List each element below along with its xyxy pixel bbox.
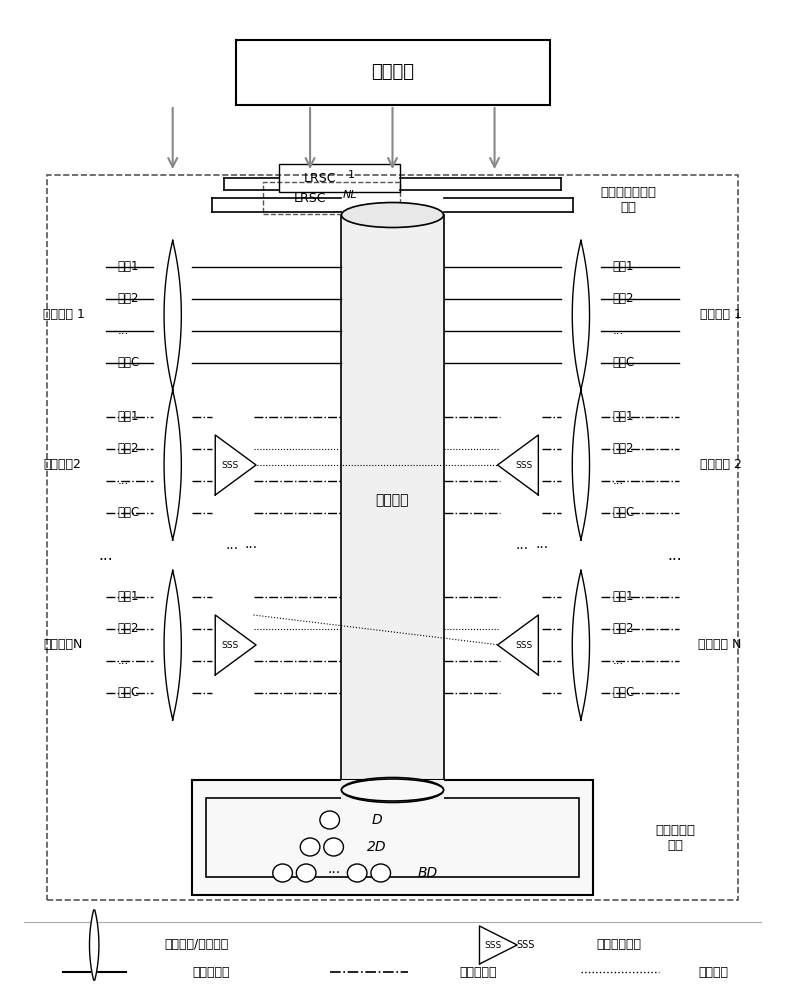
Text: 纤芯C: 纤芯C: [118, 686, 140, 700]
Ellipse shape: [371, 864, 390, 882]
Text: 纤芯C: 纤芯C: [612, 506, 634, 519]
Ellipse shape: [347, 864, 367, 882]
Text: 输出端口 N: 输出端口 N: [699, 639, 742, 652]
Text: 纤芯2: 纤芯2: [118, 292, 139, 305]
Text: D: D: [371, 813, 382, 827]
Polygon shape: [572, 570, 590, 720]
Text: SSS: SSS: [517, 940, 535, 950]
Text: 整光纤交换: 整光纤交换: [192, 966, 230, 978]
Text: ...: ...: [668, 548, 682, 562]
Text: ...: ...: [535, 537, 548, 551]
Text: ...: ...: [118, 655, 129, 668]
Text: 交换单元: 交换单元: [376, 493, 409, 507]
Text: 纤芯1: 纤芯1: [612, 410, 633, 423]
Ellipse shape: [341, 778, 444, 802]
Text: LRSC: LRSC: [304, 172, 337, 184]
Text: SSS: SSS: [484, 940, 502, 950]
Text: ...: ...: [118, 475, 129, 488]
Polygon shape: [164, 390, 181, 540]
Ellipse shape: [341, 202, 444, 228]
Text: 纤芯C: 纤芯C: [612, 686, 634, 700]
Text: 纤芯C: 纤芯C: [118, 357, 140, 369]
Text: 输出端口 1: 输出端口 1: [700, 308, 742, 322]
Polygon shape: [480, 926, 517, 964]
Ellipse shape: [272, 864, 292, 882]
Polygon shape: [215, 435, 256, 495]
Bar: [192, 780, 593, 895]
Ellipse shape: [297, 864, 316, 882]
Text: 频谱选择开关: 频谱选择开关: [597, 938, 641, 952]
Text: ...: ...: [516, 538, 528, 552]
Bar: [341, 215, 444, 790]
Text: 有限频谱转换器
模块: 有限频谱转换器 模块: [600, 186, 656, 214]
Polygon shape: [498, 435, 539, 495]
Text: 纤芯2: 纤芯2: [118, 442, 139, 456]
Text: SSS: SSS: [516, 641, 533, 650]
Text: SSS: SSS: [221, 641, 238, 650]
Text: 纤芯1: 纤芯1: [118, 260, 139, 273]
Text: 纤芯C: 纤芯C: [118, 506, 140, 519]
Text: SSS: SSS: [221, 460, 238, 470]
Text: 输入端口 1: 输入端口 1: [43, 308, 85, 322]
Text: NL: NL: [343, 190, 358, 200]
Text: 2D: 2D: [367, 840, 386, 854]
Ellipse shape: [320, 811, 339, 829]
Text: 输出端口 2: 输出端口 2: [700, 458, 742, 472]
Text: 光纤延迟线
模块: 光纤延迟线 模块: [655, 824, 695, 852]
Text: LRSC: LRSC: [294, 192, 327, 205]
Text: 纤芯2: 纤芯2: [612, 292, 633, 305]
Bar: [341, 780, 444, 800]
Text: ...: ...: [612, 655, 623, 668]
Text: 纤芯2: 纤芯2: [612, 622, 633, 636]
Text: ...: ...: [225, 538, 238, 552]
Text: ...: ...: [118, 324, 129, 338]
Text: ...: ...: [327, 862, 340, 876]
Polygon shape: [572, 390, 590, 540]
Text: 输入端口2: 输入端口2: [43, 458, 81, 472]
Ellipse shape: [341, 779, 444, 801]
Polygon shape: [164, 240, 181, 390]
Bar: [279, 164, 400, 192]
Ellipse shape: [323, 838, 344, 856]
Polygon shape: [498, 615, 539, 675]
Text: 输入端口N: 输入端口N: [43, 639, 82, 652]
Text: 空分复用/解复用器: 空分复用/解复用器: [165, 938, 229, 952]
Polygon shape: [89, 910, 99, 980]
Text: BD: BD: [418, 866, 438, 880]
Text: 频谱交换: 频谱交换: [699, 966, 728, 978]
Bar: [47, 175, 738, 900]
Bar: [263, 182, 400, 214]
Text: 1: 1: [348, 170, 355, 180]
Text: ...: ...: [612, 324, 623, 338]
Ellipse shape: [300, 838, 320, 856]
Bar: [206, 798, 579, 877]
Text: ...: ...: [331, 202, 344, 215]
Text: 控制模块: 控制模块: [371, 64, 414, 82]
Polygon shape: [164, 570, 181, 720]
Polygon shape: [572, 240, 590, 390]
Text: 纤芯1: 纤芯1: [612, 590, 633, 604]
Bar: [236, 40, 550, 105]
Text: ...: ...: [245, 537, 257, 551]
Text: 整纤芯交换: 整纤芯交换: [459, 966, 497, 978]
Text: 纤芯2: 纤芯2: [118, 622, 139, 636]
Text: 纤芯1: 纤芯1: [118, 410, 139, 423]
Polygon shape: [215, 615, 256, 675]
Text: SSS: SSS: [516, 460, 533, 470]
Text: 纤芯1: 纤芯1: [612, 260, 633, 273]
Text: 纤芯1: 纤芯1: [118, 590, 139, 604]
Text: 纤芯2: 纤芯2: [612, 442, 633, 456]
Text: ...: ...: [99, 548, 113, 562]
Text: ...: ...: [612, 475, 623, 488]
Text: 纤芯C: 纤芯C: [612, 357, 634, 369]
